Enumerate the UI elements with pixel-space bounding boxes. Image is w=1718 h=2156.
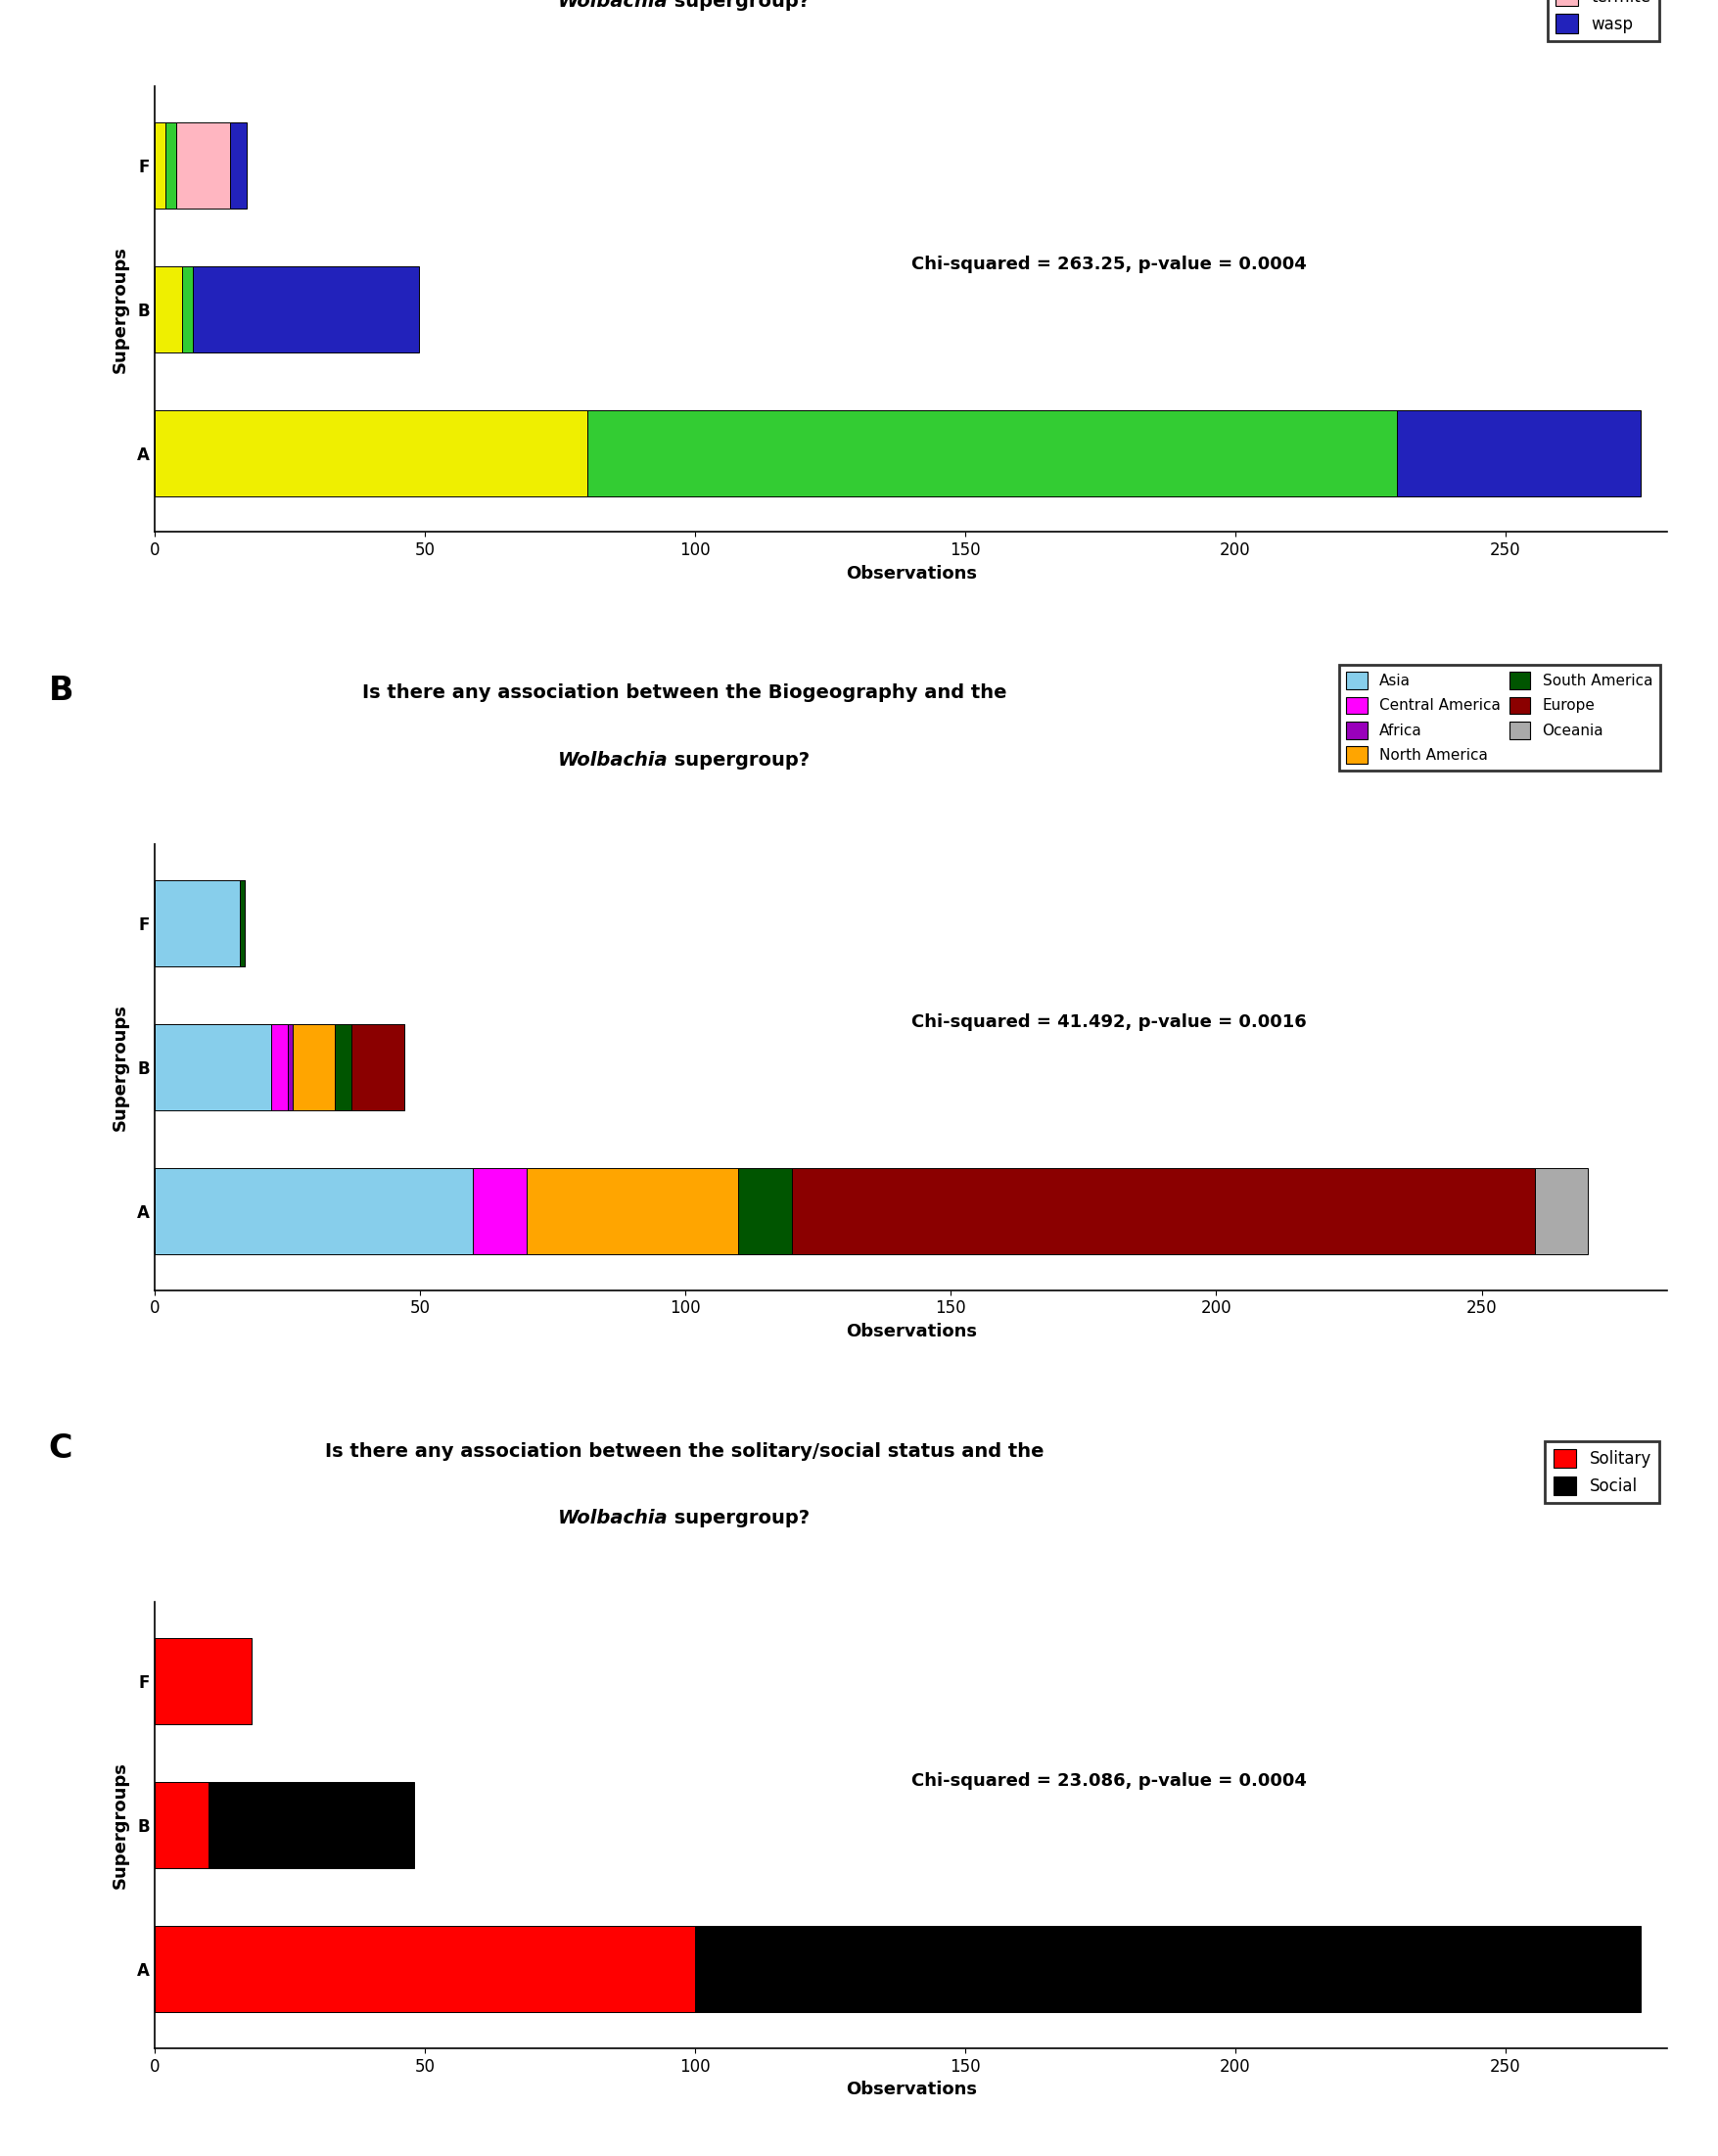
Bar (239, 880, 244, 966)
Bar (350, 1024, 404, 1110)
Text: supergroup?: supergroup? (668, 750, 809, 770)
Y-axis label: Supergroups: Supergroups (112, 1005, 129, 1130)
Y-axis label: Supergroups: Supergroups (112, 246, 129, 373)
Text: Is there any association between the Biogeography and the: Is there any association between the Bio… (361, 683, 1007, 703)
Text: supergroup?: supergroup? (668, 0, 809, 11)
Bar (155, 265, 182, 351)
Text: Chi-squared = 41.492, p-value = 0.0016: Chi-squared = 41.492, p-value = 0.0016 (911, 1013, 1306, 1031)
X-axis label: Observations: Observations (845, 565, 976, 582)
Bar (472, 1169, 526, 1255)
Legend: Asia, Central America, Africa, North America, South America, Europe, Oceania: Asia, Central America, Africa, North Ame… (1338, 664, 1660, 772)
X-axis label: Observations: Observations (845, 1324, 976, 1341)
Bar (792, 1169, 1534, 1255)
Bar (155, 123, 165, 209)
Text: B: B (48, 675, 74, 707)
Bar (192, 265, 419, 351)
Bar (271, 1024, 287, 1110)
Text: Wolbachia: Wolbachia (557, 750, 668, 770)
Bar (155, 1169, 472, 1255)
Text: Wolbachia: Wolbachia (557, 0, 668, 11)
Legend: Solitary, Social: Solitary, Social (1544, 1440, 1658, 1503)
Text: Wolbachia: Wolbachia (557, 1509, 668, 1526)
Text: Chi-squared = 23.086, p-value = 0.0004: Chi-squared = 23.086, p-value = 0.0004 (911, 1772, 1306, 1789)
Bar (155, 880, 239, 966)
Text: Is there any association between the solitary/social status and the: Is there any association between the sol… (325, 1442, 1043, 1460)
Bar (155, 410, 586, 496)
Bar (155, 1925, 694, 2012)
Bar (526, 1169, 739, 1255)
Bar (155, 1639, 253, 1725)
Bar (208, 1783, 414, 1869)
Bar (287, 1024, 292, 1110)
Bar (292, 1024, 335, 1110)
Bar (335, 1024, 350, 1110)
Legend: ant, bee, termite, wasp: ant, bee, termite, wasp (1546, 0, 1658, 41)
Bar (155, 1783, 208, 1869)
Text: Chi-squared = 263.25, p-value = 0.0004: Chi-squared = 263.25, p-value = 0.0004 (911, 257, 1306, 274)
Bar (155, 1024, 271, 1110)
Bar (694, 1925, 1639, 2012)
Bar (177, 123, 230, 209)
Bar (182, 265, 192, 351)
Bar (1397, 410, 1639, 496)
Bar (739, 1169, 792, 1255)
Bar (165, 123, 177, 209)
Y-axis label: Supergroups: Supergroups (112, 1761, 129, 1889)
Bar (1534, 1169, 1587, 1255)
Bar (230, 123, 246, 209)
X-axis label: Observations: Observations (845, 2081, 976, 2098)
Bar (586, 410, 1397, 496)
Text: supergroup?: supergroup? (668, 1509, 809, 1526)
Text: C: C (48, 1434, 72, 1466)
